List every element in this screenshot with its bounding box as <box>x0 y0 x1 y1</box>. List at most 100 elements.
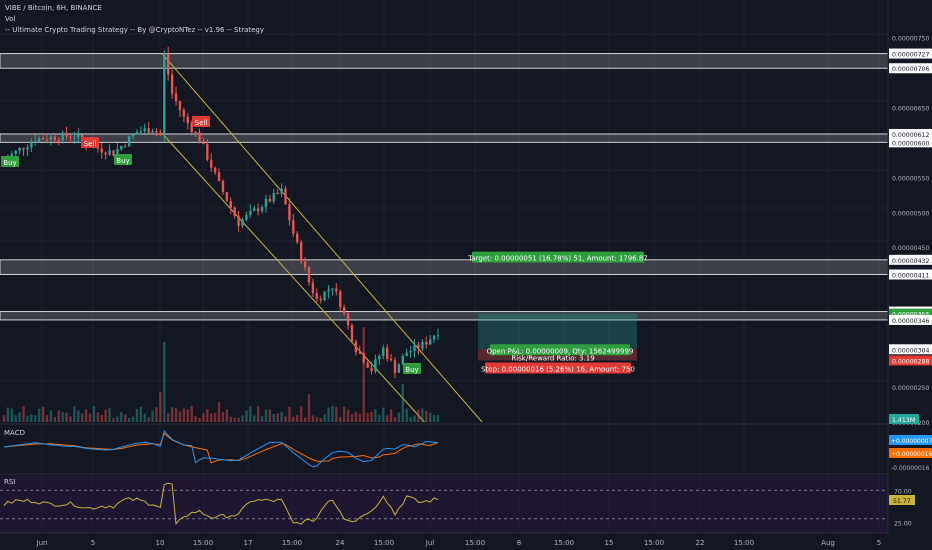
macd-line <box>3 429 439 468</box>
volume-bar <box>229 416 232 422</box>
volume-bar <box>307 394 311 422</box>
time-tick-label: 22 <box>696 539 705 547</box>
price-badge-bg <box>889 254 932 265</box>
signal-sell-label: Sell <box>84 140 97 148</box>
candle-body <box>346 313 350 326</box>
volume-bar <box>104 409 107 422</box>
candle-body <box>104 152 107 155</box>
candle-body <box>331 288 334 290</box>
price-badge-label: 0.00000288 <box>892 358 929 365</box>
candle-body <box>413 344 416 351</box>
candle-body <box>284 188 287 205</box>
candle-body <box>303 261 307 268</box>
strategy-title: -- Ultimate Crypto Trading Strategy -- B… <box>5 26 265 34</box>
signal-buy-bg <box>403 363 421 374</box>
volume-bar <box>249 406 252 422</box>
volume-bar <box>260 416 264 422</box>
volume-bar <box>288 406 291 422</box>
volume-bar <box>327 407 330 422</box>
descending-channel <box>161 53 483 423</box>
candle-body <box>14 150 17 154</box>
volume-bar <box>108 408 111 422</box>
volume-bar <box>30 414 33 422</box>
volume-bar <box>194 415 197 422</box>
price-badge-bg <box>889 308 932 319</box>
candle-body <box>190 123 193 133</box>
risk-reward-label: Risk/Reward Ratio: 3.19 <box>511 354 594 362</box>
candle-body <box>210 159 213 168</box>
price-badge-bg <box>889 48 932 59</box>
rsi-badge-bg <box>889 495 915 505</box>
candle-body <box>198 132 201 142</box>
grid <box>0 0 932 534</box>
candle-body <box>307 267 311 283</box>
volume-label: Vol <box>5 15 16 23</box>
volume-bar <box>2 415 6 422</box>
candle-body <box>374 359 377 372</box>
volume-bar <box>34 415 37 422</box>
volume-bar <box>100 414 103 422</box>
rsi-line <box>3 482 439 526</box>
volume-bar <box>346 409 350 422</box>
candle-body <box>253 208 256 211</box>
candle-body <box>292 220 295 234</box>
price-badge-bg <box>889 128 932 139</box>
volume-bar <box>335 407 338 422</box>
candle-body <box>41 138 45 140</box>
price-tick-label: 0.00000550 <box>892 175 929 182</box>
volume-bar <box>190 406 193 422</box>
volume-bar <box>405 408 408 422</box>
volume-bar <box>41 406 45 422</box>
volume-bar <box>131 416 135 422</box>
candle-body <box>335 288 338 292</box>
price-tick-label: 0.00000450 <box>892 245 929 252</box>
candle-body <box>22 147 25 150</box>
price-tick-label: 0.00000250 <box>892 385 929 392</box>
signal-buy-label: Buy <box>116 157 129 165</box>
time-axis: Jun 5 10 15:00 17 15:00 24 15:00 Jul 15:00 8 15:00 1… <box>36 539 882 547</box>
volume-bar <box>182 408 186 422</box>
volume-bar <box>253 415 256 422</box>
candle-body <box>139 131 143 133</box>
price-badge-label: 0.00000727 <box>892 52 929 59</box>
price-badge-label: 0.00000304 <box>892 347 929 354</box>
volume-bar <box>202 413 205 422</box>
time-tick-label: 15:00 <box>554 539 574 547</box>
volume-bar <box>225 409 229 422</box>
volume-bar <box>116 416 119 422</box>
rsi-label: RSI <box>4 478 16 486</box>
candle-body <box>38 138 41 142</box>
open-pnl-label-bg <box>490 344 630 356</box>
candle-body <box>288 204 291 221</box>
candle-body <box>182 110 186 117</box>
candle-body <box>124 145 127 147</box>
volume-bar <box>354 411 358 422</box>
volume-bar <box>18 412 21 422</box>
price-badge-label: 0.00000346 <box>892 318 929 325</box>
price-badge-bg <box>889 63 932 74</box>
volume-bar <box>147 417 150 422</box>
candle-body <box>217 172 221 181</box>
candle-body <box>108 150 111 155</box>
signal-sell-bg <box>81 137 99 148</box>
volume-bar <box>319 417 322 422</box>
candle-body <box>362 353 365 363</box>
candle-body <box>425 342 428 345</box>
candle-body <box>370 367 373 372</box>
macd-badge-label: -0.00000016 <box>891 465 930 472</box>
candle-body <box>237 215 240 226</box>
rsi-badge-label: 51.77 <box>893 498 911 505</box>
candle-body <box>49 136 53 140</box>
open-pnl-label: Open P&L: 0.00000009, Qty: 1562499999 <box>487 347 634 355</box>
trade-box: Target: 0.00000051 (16.78%) 51, Amount: … <box>467 251 648 374</box>
candle-body <box>229 201 232 208</box>
volume-bar <box>178 411 182 422</box>
candle-body <box>417 344 420 349</box>
macd-badge-bg <box>889 448 932 458</box>
candle-body <box>34 141 37 143</box>
time-tick-label: 5 <box>91 539 95 547</box>
candle-body <box>311 282 315 294</box>
time-tick-label: 15:00 <box>374 539 394 547</box>
volume-bar <box>296 415 299 422</box>
